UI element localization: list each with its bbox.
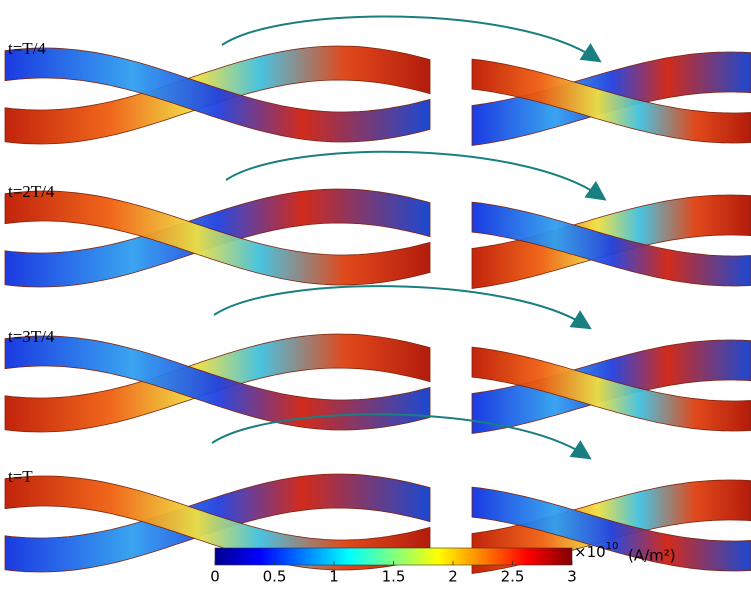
time-label: t=2T/4 [8,182,55,201]
multiplier-base: ×10 [574,543,606,561]
colorbar-unit: (A/m²) [628,547,676,565]
ribbon [471,58,751,144]
multiplier-exponent: 10 [606,541,619,552]
colorbar-tick-label: 2 [448,568,458,586]
transfer-arrow [221,15,602,63]
ribbon [471,346,751,432]
colorbar-tick-label: 1.5 [382,568,406,586]
transfer-arrow [211,413,592,460]
ribbon [4,47,431,143]
ribbon [4,190,431,286]
panels: t=T/4 t=2T/4 t=3T/4 t=T [4,15,751,574]
ribbon [471,201,751,287]
ribbon [471,486,751,572]
panel-row: t=3T/4 [4,285,751,434]
colorbar-tick-label: 1 [329,568,339,586]
time-label: t=T [8,467,33,486]
transfer-arrow [225,150,607,201]
time-label: t=3T/4 [8,327,55,346]
colorbar-tick-label: 0.5 [263,568,287,586]
panel-row: t=T/4 [4,15,751,146]
time-label: t=T/4 [8,39,46,58]
colorbar-multiplier: ×1010 [574,541,618,561]
ribbon [4,335,431,431]
colorbar: ×1010 (A/m²) 0 0.5 1 1.5 2 2.5 3 [210,541,675,586]
colorbar-tick-label: 2.5 [501,568,525,586]
panel-row: t=2T/4 [4,150,751,289]
transfer-arrow [213,285,592,330]
colorbar-tick-label: 3 [567,568,577,586]
colorbar-tick-label: 0 [210,568,220,586]
